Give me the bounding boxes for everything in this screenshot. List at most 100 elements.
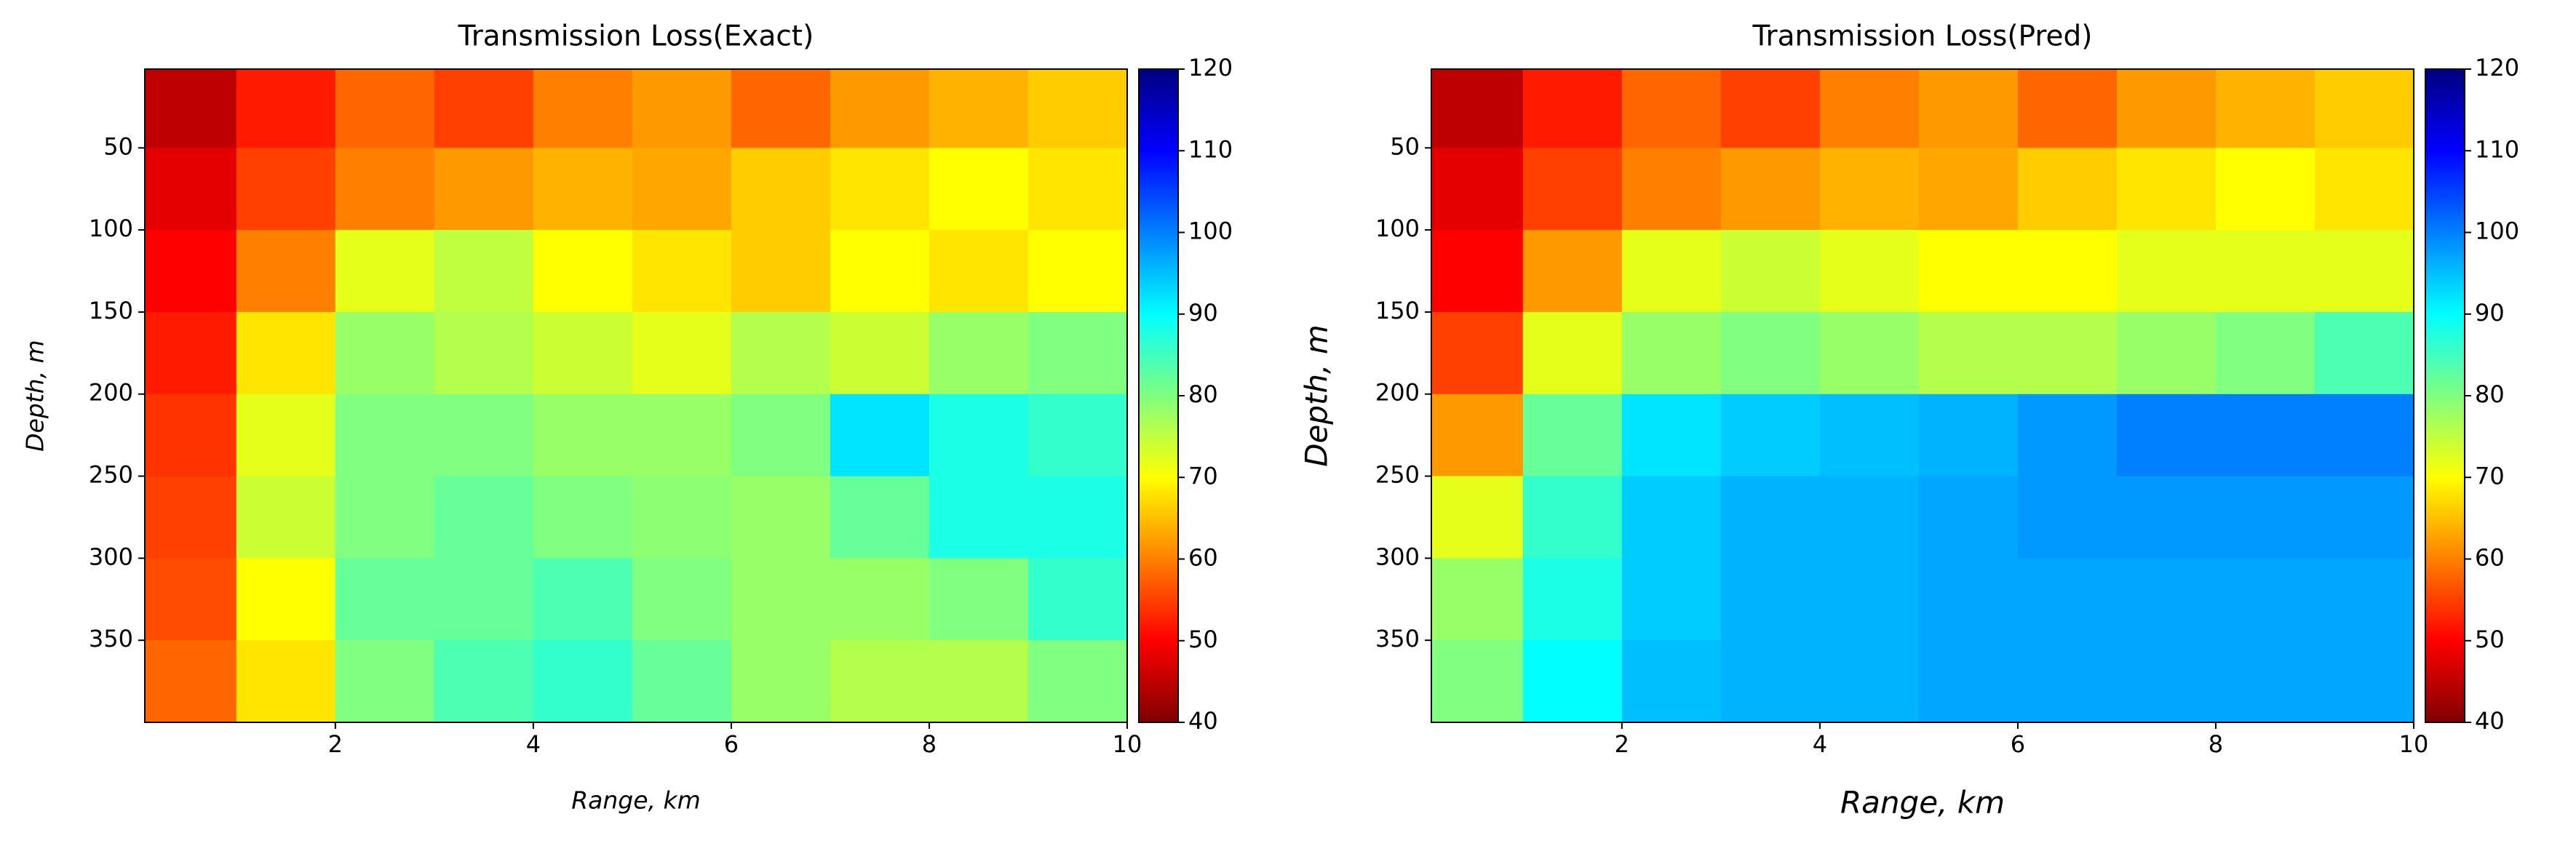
heatmap-cell — [145, 476, 237, 559]
heatmap-cell — [1621, 558, 1722, 641]
heatmap-cell — [929, 230, 1029, 313]
heatmap-cell — [533, 476, 633, 559]
x-tick-label: 6 — [724, 730, 739, 758]
heatmap-cell — [236, 69, 336, 148]
heatmap-cell — [929, 476, 1029, 559]
heatmap-cell — [1918, 311, 2019, 395]
y-axis-label: Depth, m — [1299, 324, 1335, 467]
heatmap-cell — [236, 394, 336, 477]
heatmap-cell — [632, 148, 732, 231]
heatmap-cell — [533, 640, 633, 722]
heatmap-cell — [2314, 230, 2414, 313]
heatmap-cell — [1819, 640, 1920, 722]
heatmap-cell — [1522, 148, 1623, 231]
colorbar — [2425, 68, 2465, 723]
heatmap-cell — [1918, 640, 2019, 722]
heatmap-cell — [1720, 148, 1821, 231]
heatmap-cell — [145, 69, 237, 148]
colorbar-tick-label: 100 — [1188, 218, 1233, 245]
heatmap-cell — [2017, 148, 2118, 231]
plot-frame — [1431, 68, 2414, 723]
heatmap-cell — [929, 558, 1029, 641]
plot-frame — [144, 68, 1128, 723]
heatmap-cell — [1621, 230, 1722, 313]
heatmap-cell — [1621, 148, 1722, 231]
heatmap-cell — [2017, 69, 2118, 148]
colorbar — [1138, 68, 1179, 723]
heatmap-cell — [1522, 640, 1623, 722]
heatmap-cell — [2314, 69, 2414, 148]
heatmap-cell — [335, 476, 435, 559]
y-tick-label: 100 — [1375, 215, 1420, 242]
heatmap-cell — [731, 230, 831, 313]
heatmap-cell — [335, 311, 435, 395]
heatmap-cell — [1819, 394, 1920, 477]
heatmap-cell — [2215, 311, 2315, 395]
heatmap-cell — [1621, 640, 1722, 722]
heatmap-cell — [2215, 640, 2315, 722]
heatmap-cell — [1918, 230, 2019, 313]
heatmap-cell — [1819, 230, 1920, 313]
y-tick-label: 250 — [1375, 461, 1420, 489]
heatmap-cell — [2215, 394, 2315, 477]
heatmap-cell — [2017, 558, 2118, 641]
heatmap-cell — [830, 311, 930, 395]
heatmap-cell — [2116, 476, 2217, 559]
heatmap-cell — [2215, 558, 2315, 641]
heatmap-cell — [145, 230, 237, 313]
heatmap-cell — [929, 148, 1029, 231]
heatmap-cell — [1522, 69, 1623, 148]
heatmap-cell — [2116, 148, 2217, 231]
x-tick-label: 8 — [922, 730, 937, 758]
heatmap-cell — [632, 394, 732, 477]
heatmap-cell — [1621, 311, 1722, 395]
heatmap-cell — [632, 476, 732, 559]
y-tick-label: 250 — [89, 461, 133, 489]
heatmap-cell — [731, 148, 831, 231]
heatmap-cell — [1720, 394, 1821, 477]
heatmap-cell — [731, 394, 831, 477]
heatmap-cell — [533, 394, 633, 477]
heatmap-cell — [1027, 394, 1127, 477]
heatmap-cell — [1918, 148, 2019, 231]
x-tick-label: 2 — [1615, 730, 1629, 758]
heatmap-cell — [1431, 558, 1524, 641]
heatmap-cell — [632, 311, 732, 395]
x-tick-label: 6 — [2011, 730, 2025, 758]
y-tick-label: 200 — [1375, 379, 1420, 407]
heatmap-cell — [929, 69, 1029, 148]
x-tick-label: 10 — [2399, 730, 2429, 758]
y-tick-label: 100 — [89, 215, 133, 242]
heatmap-cell — [434, 148, 534, 231]
heatmap-cell — [236, 148, 336, 231]
heatmap-cell — [2116, 640, 2217, 722]
heatmap-cell — [145, 394, 237, 477]
heatmap-cell — [1720, 640, 1821, 722]
heatmap-cell — [145, 311, 237, 395]
heatmap-cell — [830, 230, 930, 313]
x-tick-label: 10 — [1113, 730, 1142, 758]
heatmap-cell — [434, 311, 534, 395]
heatmap-cell — [2314, 394, 2414, 477]
heatmap-cell — [1522, 311, 1623, 395]
heatmap-cell — [1522, 476, 1623, 559]
heatmap-cell — [632, 558, 732, 641]
x-tick-label: 4 — [1813, 730, 1827, 758]
heatmap-cell — [2017, 640, 2118, 722]
heatmap-cell — [533, 230, 633, 313]
colorbar-tick-label: 120 — [1188, 54, 1233, 81]
heatmap-cell — [1027, 558, 1127, 641]
heatmap-cell — [830, 394, 930, 477]
heatmap-cell — [830, 69, 930, 148]
colorbar-tick-label: 100 — [2475, 218, 2519, 245]
y-tick-label: 300 — [1375, 543, 1420, 570]
heatmap-cell — [1027, 640, 1127, 722]
colorbar-tick-label: 60 — [2475, 544, 2505, 572]
colorbar-tick-label: 120 — [2475, 54, 2519, 81]
colorbar-tick-label: 70 — [2475, 462, 2505, 490]
heatmap-cell — [434, 394, 534, 477]
heatmap-cell — [145, 558, 237, 641]
heatmap-cell — [1431, 394, 1524, 477]
heatmap-cell — [1819, 311, 1920, 395]
heatmap-cell — [2116, 558, 2217, 641]
